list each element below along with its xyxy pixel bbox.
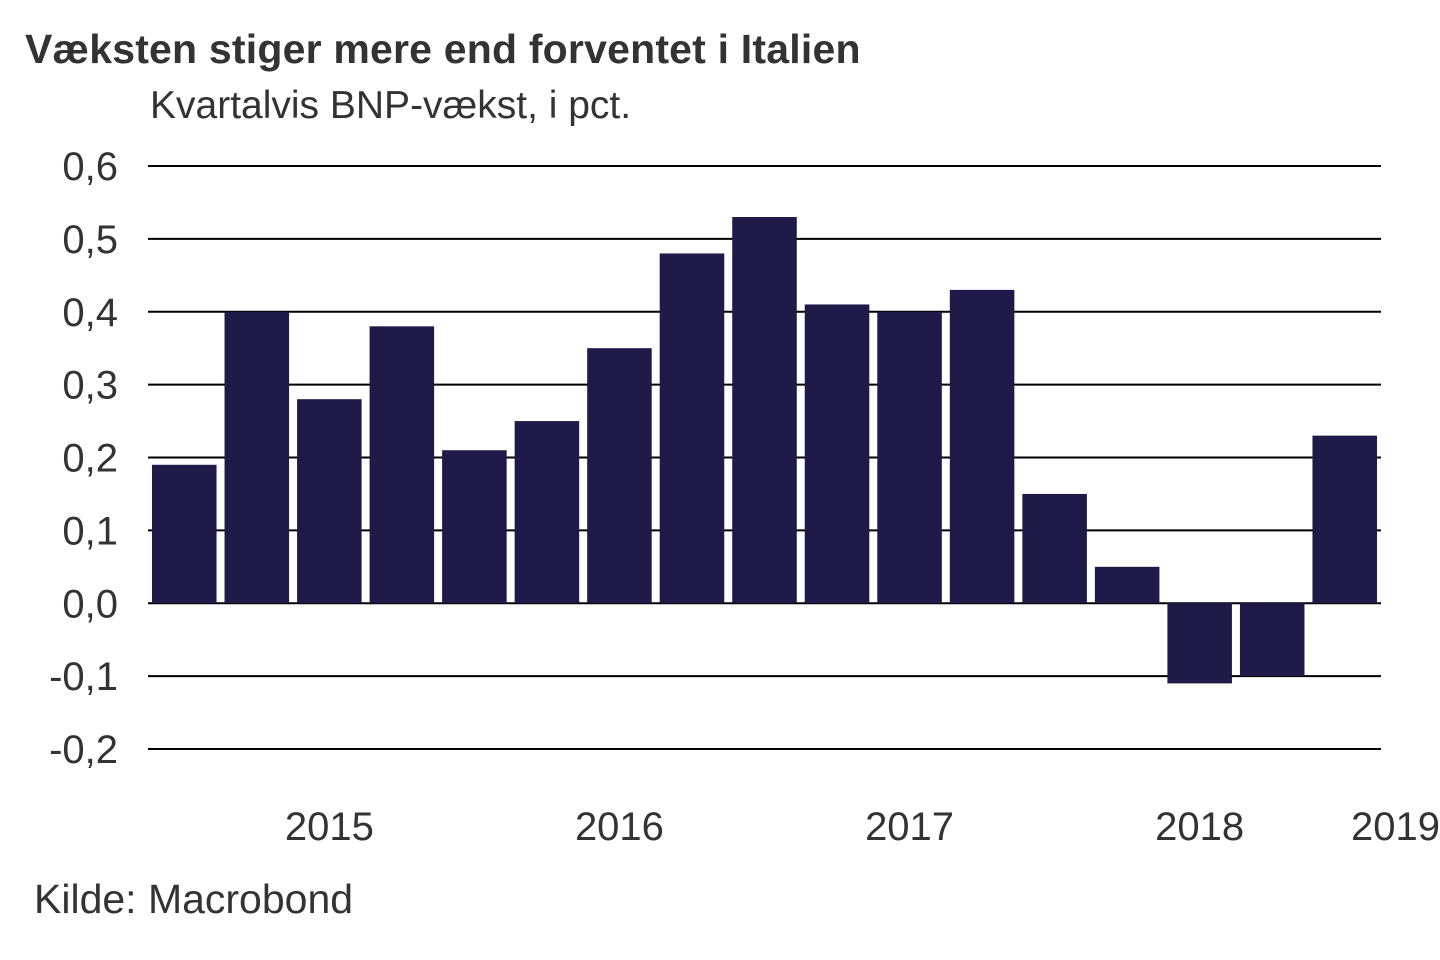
chart-title: Væksten stiger mere end forventet i Ital… (25, 26, 861, 72)
x-tick-label: 2017 (865, 805, 954, 849)
x-tick-label: 2019 (1351, 805, 1440, 849)
y-tick-label: 0,0 (62, 582, 118, 626)
bar-2016-q4 (659, 253, 725, 604)
chart-subtitle: Kvartalvis BNP-vækst, i pct. (150, 84, 632, 127)
y-tick-label: -0,1 (49, 655, 118, 699)
y-tick-label: 0,6 (62, 145, 118, 189)
y-tick-label: 0,2 (62, 437, 118, 481)
bar-2018-q2 (1094, 566, 1160, 604)
bar-2019-q1 (1312, 435, 1378, 604)
x-tick-label: 2018 (1155, 805, 1244, 849)
y-axis-tick-labels: 0,6 0,5 0,4 0,3 0,2 0,1 0,0 -0,1 -0,2 (49, 145, 118, 772)
bar-2015-q1 (151, 464, 217, 604)
x-tick-label: 2016 (575, 805, 664, 849)
y-tick-label: 0,3 (62, 364, 118, 408)
y-tick-label: 0,1 (62, 509, 118, 553)
bar-2018-q1 (1022, 493, 1087, 604)
x-tick-label: 2015 (285, 805, 374, 849)
bar-2017-q2 (804, 304, 870, 604)
bar-2017-q3 (877, 311, 942, 604)
bar-2016-q2 (514, 421, 580, 604)
bar-2015-q2 (224, 311, 290, 604)
bar-2016-q3 (587, 348, 652, 604)
x-axis-tick-labels: 2015 2016 2017 2018 2019 (285, 805, 1440, 849)
y-tick-label: 0,5 (62, 218, 118, 262)
bar-2015-q4 (369, 326, 435, 604)
bars (151, 217, 1378, 684)
bar-2017-q1 (732, 217, 797, 604)
bar-2018-q3 (1167, 603, 1232, 684)
bar-2018-q4 (1239, 603, 1305, 677)
bar-2017-q4 (949, 289, 1015, 604)
source-note: Kilde: Macrobond (34, 876, 354, 922)
y-tick-label: 0,4 (62, 291, 118, 335)
bar-2016-q1 (442, 450, 507, 604)
y-tick-label: -0,2 (49, 728, 118, 772)
bar-2015-q3 (297, 399, 362, 604)
